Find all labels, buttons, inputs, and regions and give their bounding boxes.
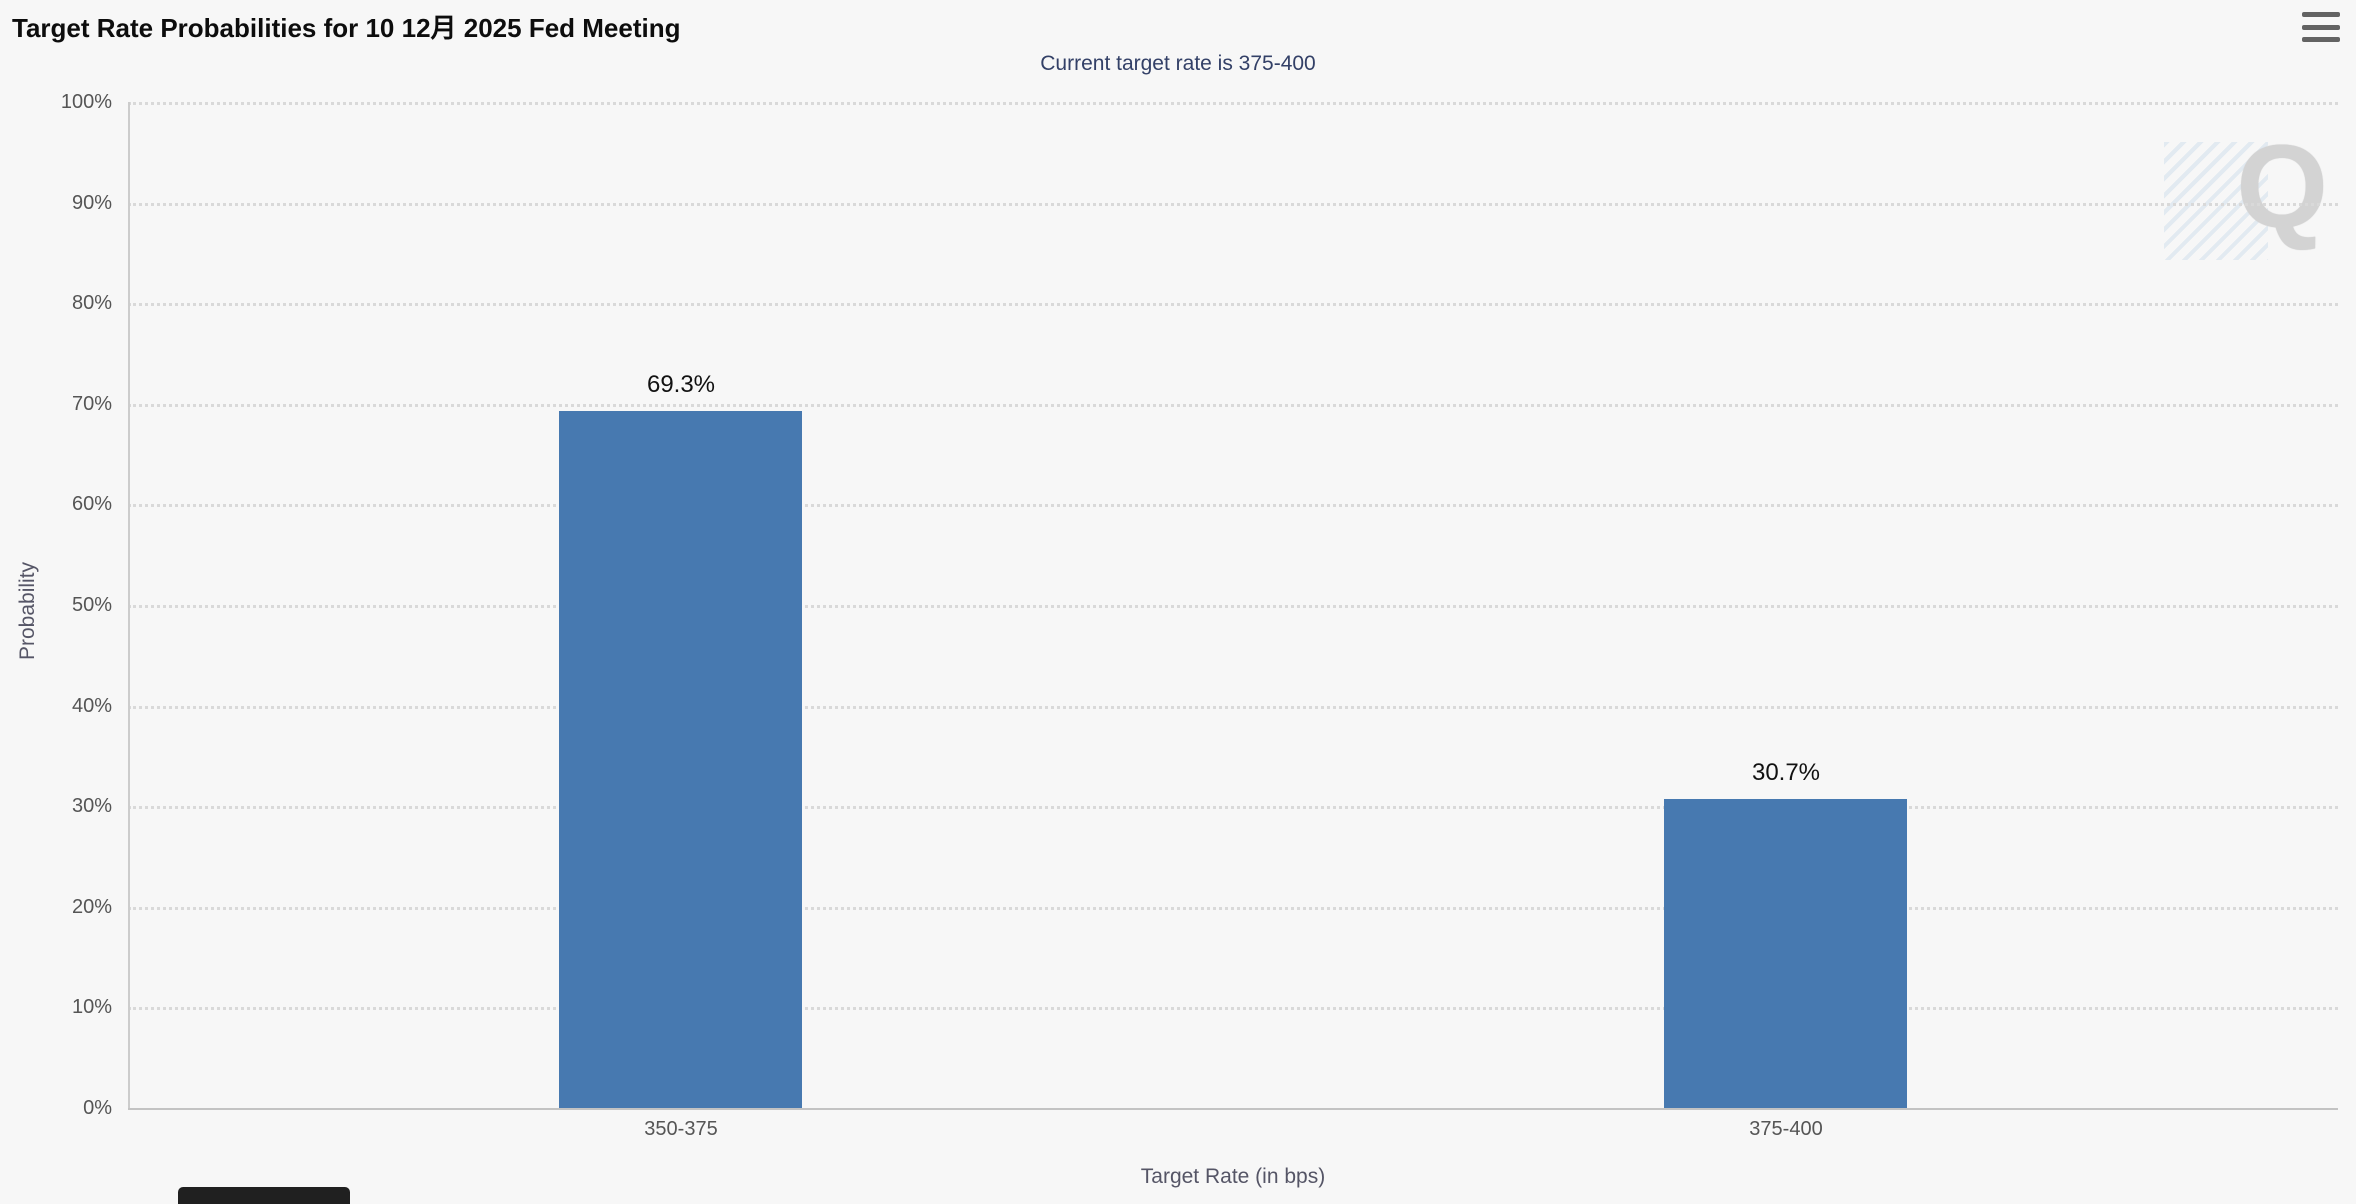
y-gridline [128, 303, 2338, 307]
y-tick-label: 50% [71, 594, 112, 616]
y-tick-label: 10% [71, 996, 112, 1019]
watermark-logo: Q [2164, 128, 2334, 278]
y-tick-label: 80% [71, 292, 112, 315]
y-tick-label: 30% [71, 795, 112, 818]
y-gridline [128, 102, 2338, 105]
bar-value-label: 69.3% [646, 371, 716, 398]
y-axis-line [128, 102, 130, 1108]
menu-bar-top [2302, 12, 2340, 17]
chart-title: Target Rate Probabilities for 10 12月 202… [12, 13, 681, 43]
y-gridline [128, 403, 2338, 407]
y-tick-label: 20% [71, 895, 112, 918]
watermark-q-letter: Q [2236, 121, 2328, 253]
x-category-labels: 350-375 375-400 [128, 1118, 2338, 1148]
y-gridline [128, 605, 2338, 608]
y-tick-label: 70% [71, 392, 112, 415]
bottom-dark-overlay [178, 1187, 350, 1204]
y-gridline [128, 504, 2338, 508]
y-gridline [128, 705, 2338, 709]
plot-area: Q 69.3% 30.7% [128, 102, 2338, 1108]
watermark-stripes [2164, 142, 2268, 260]
probability-bar[interactable] [1664, 799, 1907, 1108]
y-gridline [128, 806, 2338, 810]
hamburger-menu-icon[interactable] [2302, 12, 2340, 42]
x-category-label: 350-375 [644, 1118, 718, 1140]
y-tick-label: 40% [71, 694, 112, 717]
y-gridline [128, 1007, 2338, 1011]
y-gridline [128, 202, 2338, 206]
y-gridline [128, 906, 2338, 910]
menu-bar-bottom [2302, 37, 2340, 42]
x-axis-title: Target Rate (in bps) [1140, 1165, 1326, 1188]
y-tick-label: 0% [83, 1097, 112, 1119]
x-axis-line [128, 1108, 2338, 1110]
y-tick-label: 60% [71, 493, 112, 516]
x-category-label: 375-400 [1749, 1118, 1823, 1140]
bar-value-label: 30.7% [1751, 759, 1821, 786]
probability-bar[interactable] [559, 411, 802, 1108]
y-tick-label: 100% [60, 91, 112, 113]
menu-bar-middle [2302, 24, 2340, 30]
chart-subtitle: Current target rate is 375-400 [1040, 52, 1316, 75]
y-axis-labels: 0% 10% 20% 30% 40% 50% 60% 70% 80% 90% 100% [0, 91, 112, 1119]
y-tick-label: 90% [71, 191, 112, 214]
